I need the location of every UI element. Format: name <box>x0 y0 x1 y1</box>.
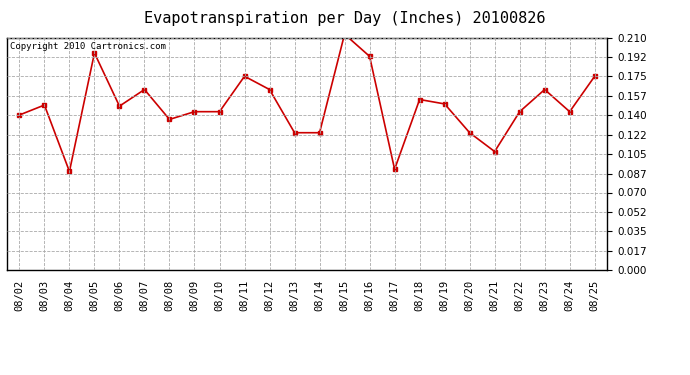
Text: Evapotranspiration per Day (Inches) 20100826: Evapotranspiration per Day (Inches) 2010… <box>144 11 546 26</box>
Text: Copyright 2010 Cartronics.com: Copyright 2010 Cartronics.com <box>10 42 166 51</box>
